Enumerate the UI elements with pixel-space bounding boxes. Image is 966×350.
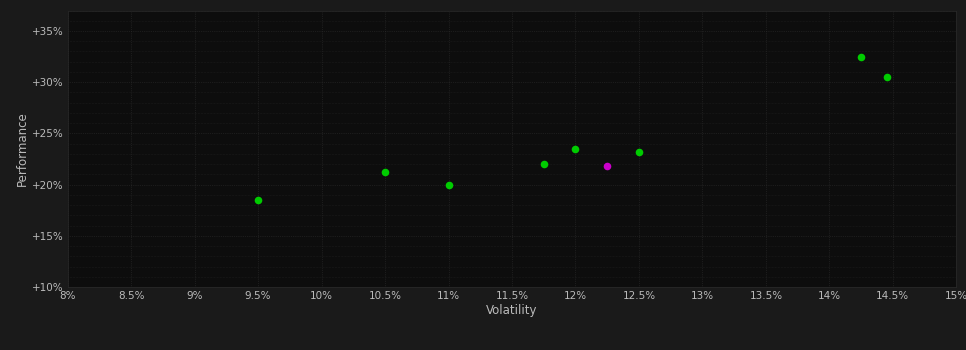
Point — [378, 169, 393, 175]
X-axis label: Volatility: Volatility — [486, 304, 538, 317]
Point — [536, 161, 552, 167]
Point — [853, 54, 868, 60]
Point — [568, 146, 583, 152]
Point — [440, 182, 456, 187]
Point — [250, 197, 266, 203]
Point — [631, 149, 646, 155]
Y-axis label: Performance: Performance — [15, 111, 29, 186]
Point — [879, 74, 895, 80]
Point — [600, 163, 615, 169]
